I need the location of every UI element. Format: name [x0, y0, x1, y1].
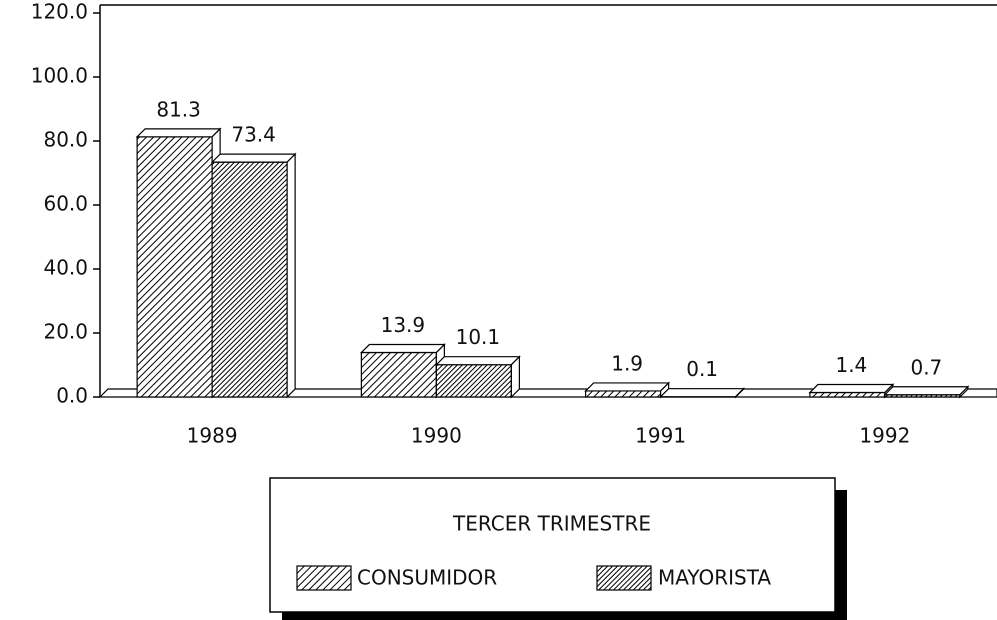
value-label: 10.1 [456, 325, 501, 349]
legend-title: TERCER TRIMESTRE [452, 512, 651, 536]
y-tick-label: 120.0 [31, 0, 88, 24]
x-tick-label: 1991 [635, 424, 686, 448]
x-tick-label: 1992 [859, 424, 910, 448]
value-label: 1.9 [611, 351, 643, 375]
bar-side [735, 387, 745, 399]
bar-top [808, 383, 895, 394]
bar-top [434, 356, 521, 366]
y-tick-label: 100.0 [31, 64, 88, 88]
bar-side [286, 152, 296, 399]
bar-top [584, 382, 671, 392]
value-label: 0.7 [910, 355, 942, 379]
bar-front [585, 390, 662, 398]
value-label: 13.9 [381, 313, 426, 337]
bar-top [210, 153, 297, 163]
value-label: 81.3 [156, 97, 201, 121]
value-label: 1.4 [835, 353, 867, 377]
x-tick-label: 1990 [411, 424, 462, 448]
y-tick-label: 80.0 [43, 128, 88, 152]
bar-side [959, 385, 969, 399]
legend-label: CONSUMIDOR [357, 566, 497, 590]
x-tick-label: 1989 [187, 424, 238, 448]
bar-top [359, 343, 446, 354]
bar-front [211, 161, 288, 398]
bar-front [136, 136, 213, 398]
bar-side [510, 355, 520, 399]
bar-top [659, 388, 746, 398]
bar-front [360, 351, 437, 398]
y-tick-label: 0.0 [56, 384, 88, 408]
legend: TERCER TRIMESTRE CONSUMIDOR MAYORISTA [269, 477, 847, 620]
value-label: 0.1 [686, 357, 718, 381]
legend-box [269, 477, 836, 613]
bar-top [135, 128, 222, 138]
bar-front [435, 364, 512, 398]
value-label: 73.4 [231, 123, 276, 147]
y-tick-label: 20.0 [43, 320, 88, 344]
bar-front [809, 391, 886, 398]
legend-swatch [596, 565, 652, 591]
legend-label: MAYORISTA [658, 566, 771, 590]
y-tick-label: 60.0 [43, 192, 88, 216]
legend-swatch [296, 565, 352, 591]
bar-top [883, 386, 970, 396]
y-tick-label: 40.0 [43, 256, 88, 280]
